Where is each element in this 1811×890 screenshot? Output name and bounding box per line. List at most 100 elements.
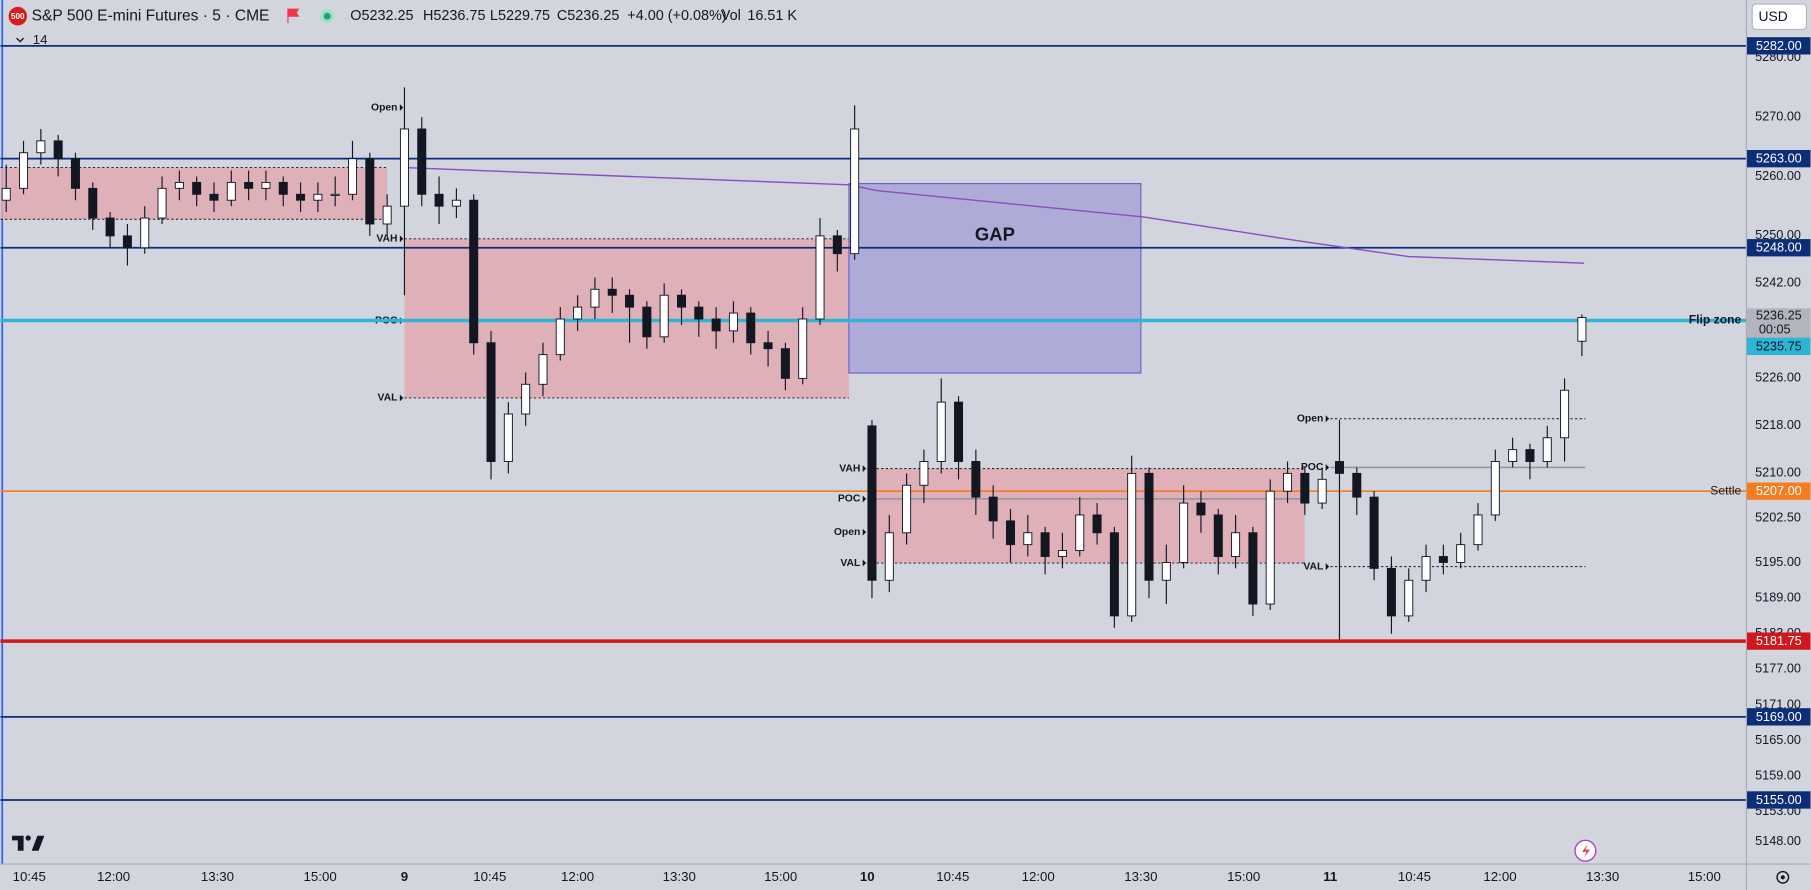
- candle-body: [1386, 567, 1396, 617]
- candle-body: [348, 158, 358, 195]
- value-area-tag-marker: [862, 495, 867, 503]
- candle-body: [988, 496, 998, 522]
- level-price-label: 5181.75: [1756, 634, 1802, 648]
- y-tick-label: 5210.00: [1755, 466, 1801, 480]
- candle-body: [694, 306, 704, 320]
- y-tick-label: 5195.00: [1755, 555, 1801, 569]
- indicators-toggle[interactable]: [16, 37, 25, 43]
- candle-body: [1005, 520, 1015, 546]
- candle-body: [1456, 544, 1466, 563]
- candle-body: [1404, 579, 1414, 617]
- currency-label[interactable]: USD: [1759, 8, 1788, 24]
- candle-body: [1144, 472, 1154, 581]
- tradingview-logo: [12, 835, 45, 851]
- level-price-box: [1747, 708, 1811, 726]
- x-tick-label: 11: [1323, 869, 1338, 884]
- candle-body: [192, 181, 202, 195]
- lightning-icon[interactable]: [1574, 839, 1597, 862]
- candle-body: [1542, 437, 1552, 462]
- candle-body: [832, 235, 842, 255]
- settings-gear[interactable]: [1776, 870, 1790, 884]
- candle-body: [209, 193, 219, 201]
- gap-box: [848, 183, 1142, 374]
- settings-gear-center[interactable]: [1780, 875, 1785, 880]
- level-price-label: 5263.00: [1756, 152, 1802, 166]
- value-area-tag: VAL: [378, 393, 399, 404]
- x-tick-label: 12:00: [561, 869, 594, 884]
- y-tick-label: 5226.00: [1755, 371, 1801, 385]
- y-tick-label: 5165.00: [1755, 733, 1801, 747]
- status-dot-inner: [323, 12, 331, 20]
- candle-body: [1560, 389, 1570, 439]
- value-area-tag: POC: [1301, 462, 1324, 473]
- candle-body: [365, 158, 375, 225]
- candle-body: [1334, 461, 1344, 474]
- candle-body: [1213, 514, 1223, 557]
- candle-body: [469, 199, 479, 344]
- logo-part: [31, 835, 45, 851]
- x-tick-label: 13:30: [1586, 869, 1619, 884]
- candle-body: [174, 181, 184, 189]
- ohlc-open: O5232.25: [350, 8, 413, 24]
- candle-body: [884, 532, 894, 581]
- x-tick-label: 10:45: [473, 869, 506, 884]
- candle-body: [105, 217, 115, 237]
- value-area-tag-marker: [399, 104, 404, 112]
- value-area-tag-marker: [862, 528, 867, 536]
- candle-body: [451, 199, 461, 207]
- candle-body: [607, 288, 617, 296]
- candle-body: [1023, 532, 1033, 546]
- candle-body: [157, 187, 167, 219]
- value-area-tag: VAH: [376, 234, 397, 245]
- level-price-label: 5248.00: [1756, 241, 1802, 255]
- candle-body: [1352, 472, 1362, 498]
- candle-body: [676, 294, 687, 308]
- candle-body: [88, 187, 98, 219]
- ohlc-close: C5236.25: [557, 8, 619, 24]
- candle-body: [36, 140, 46, 154]
- candle-body: [1231, 532, 1241, 557]
- currency-button[interactable]: [1751, 3, 1808, 31]
- candle-body: [555, 318, 565, 356]
- flag-icon[interactable]: [287, 8, 300, 24]
- value-area-tag: VAL: [1303, 561, 1324, 572]
- symbol-logo-text: 500: [11, 12, 25, 21]
- y-tick-label: 5171.00: [1755, 697, 1801, 711]
- candle-body: [902, 484, 912, 534]
- candle-body: [1300, 472, 1310, 504]
- candle-body: [1248, 532, 1258, 605]
- candle-body: [1127, 472, 1137, 617]
- y-tick-label: 5189.00: [1755, 590, 1801, 604]
- value-area-tag: VAH: [839, 463, 860, 474]
- candle-body: [971, 461, 981, 498]
- value-area-tag-marker: [862, 465, 867, 473]
- symbol-title[interactable]: S&P 500 E-mini Futures · 5 · CME: [32, 7, 270, 24]
- y-tick-label: 5148.00: [1755, 834, 1801, 848]
- candle-body: [296, 193, 306, 201]
- candle-body: [503, 413, 513, 462]
- symbol-logo: [8, 6, 28, 26]
- level-price-box: [1747, 791, 1811, 809]
- lightning-bolt[interactable]: [1581, 843, 1591, 858]
- header: 500 S&P 500 E-mini Futures · 5 · CME O52…: [8, 3, 1808, 47]
- x-tick-label: 15:00: [304, 869, 337, 884]
- x-tick-label: 12:00: [1022, 869, 1055, 884]
- candle-body: [642, 306, 652, 338]
- candle-body: [434, 193, 444, 207]
- value-area-tag-marker: [862, 559, 867, 567]
- candle-body: [625, 294, 635, 308]
- candle-body: [261, 181, 271, 189]
- indicators-count[interactable]: 14: [33, 32, 48, 47]
- level-price-box: [1747, 239, 1811, 257]
- candle-body: [850, 128, 860, 255]
- value-area-tag: VAL: [840, 558, 861, 569]
- y-tick-label: 5260.00: [1755, 169, 1801, 183]
- settings-icon[interactable]: [1776, 870, 1790, 884]
- y-tick-label: 5177.00: [1755, 662, 1801, 676]
- y-tick-label: 5270.00: [1755, 109, 1801, 123]
- candle-body: [1, 187, 11, 201]
- value-area-tag: POC: [838, 494, 861, 505]
- candle-body: [590, 288, 600, 308]
